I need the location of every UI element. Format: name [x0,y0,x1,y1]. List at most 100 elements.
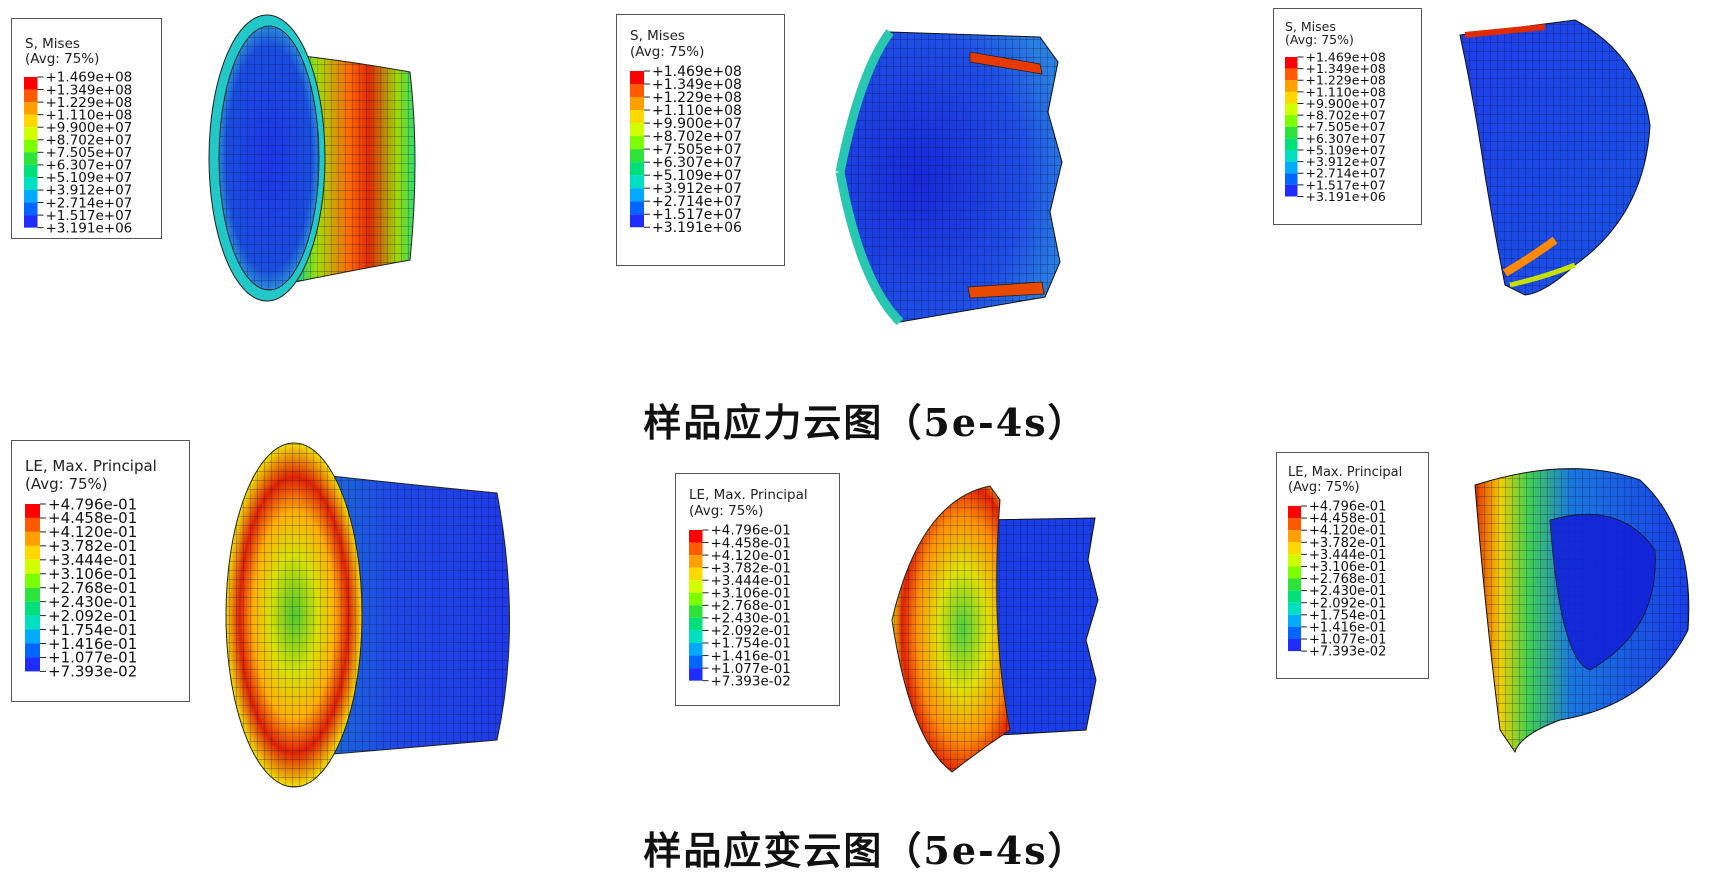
legend-title: S, Mises [1285,19,1336,34]
legend-value-label: +3.912e+07 [1306,154,1386,169]
strain-model-3 [1474,468,1690,754]
legend-color-box [1285,173,1298,185]
legend-value-label: +1.349e+08 [46,82,133,98]
legend-value-label: +5.109e+07 [46,170,133,186]
legend-color-box [689,655,703,669]
legend-value-label: +3.106e-01 [48,565,137,583]
stress-model-2 [835,29,1063,326]
legend-color-box [24,77,38,90]
legend-color-box [24,152,38,165]
legend-color-box [24,102,38,115]
legend-value-label: +3.912e+07 [46,183,133,199]
legend-color-box [1288,638,1301,652]
legend-color-box [25,615,40,630]
legend-scale: +1.469e+08+1.349e+08+1.229e+08+1.110e+08… [24,70,133,236]
legend-color-box [1285,68,1298,81]
legend-value-label: +1.416e-01 [1309,620,1386,635]
legend-value-label: +5.109e+07 [652,168,742,184]
legend-value-label: +4.120e-01 [1309,524,1386,539]
legend-title: LE, Max. Principal [1288,465,1403,480]
legend-value-label: +9.900e+07 [46,120,133,136]
legend-color-box [25,643,40,658]
legend-color-box [24,189,38,203]
legend-value-label: +3.444e-01 [48,551,137,569]
legend-value-label: +7.505e+07 [652,142,742,158]
legend-color-box [25,587,40,602]
legend-color-box [24,164,38,178]
legend-value-label: +2.430e-01 [1309,584,1386,599]
legend-color-box [1285,91,1298,104]
legend-value-label: +1.469e+08 [652,64,742,80]
legend-value-label: +2.092e-01 [711,623,791,639]
legend-color-box [25,573,40,588]
legend-color-box [1285,184,1298,197]
legend-value-label: +1.416e-01 [48,635,137,653]
legend-value-label: +1.754e-01 [711,636,791,652]
legend-color-box [1288,626,1301,639]
strain-legend-3: LE, Max. Principal (Avg: 75%) +4.796e-01… [1276,452,1429,679]
legend-value-label: +2.768e-01 [48,579,137,597]
legend-value-label: +1.517e+07 [652,207,742,223]
legend-value-label: +1.229e+08 [652,90,742,106]
legend-color-box [630,84,644,98]
legend-value-label: +1.754e-01 [48,621,137,639]
legend-color-box [1288,566,1301,579]
legend-color-box [25,601,40,616]
legend-value-label: +7.393e-02 [48,663,137,681]
legend-color-box [689,668,703,681]
legend-color-box [1288,554,1301,567]
legend-color-box [689,592,703,606]
legend-avg: (Avg: 75%) [1288,480,1360,495]
legend-value-label: +7.505e+07 [46,145,133,161]
legend-avg: (Avg: 75%) [630,44,705,60]
legend-value-label: +1.349e+08 [1306,61,1386,76]
legend-color-box [689,580,703,593]
legend-color-box [24,89,38,103]
legend-color-box [689,630,703,643]
legend-color-box [1288,518,1301,531]
legend-scale: +4.796e-01+4.458e-01+4.120e-01+3.782e-01… [689,523,791,689]
legend-value-label: +6.307e+07 [46,158,133,174]
legend-color-box [25,545,40,560]
legend-title: LE, Max. Principal [25,457,157,475]
legend-value-label: +1.229e+08 [1306,73,1386,88]
legend-value-label: +2.092e-01 [48,607,137,625]
legend-color-box [25,531,40,546]
legend-avg: (Avg: 75%) [25,475,108,493]
legend-value-label: +2.092e-01 [1309,596,1386,611]
legend-value-label: +1.416e-01 [711,648,791,664]
legend-color-box [630,188,644,202]
legend-avg: (Avg: 75%) [689,503,764,519]
legend-value-label: +1.110e+08 [1306,84,1386,99]
legend-color-box [689,642,703,656]
legend-color-box [630,149,644,163]
legend-value-label: +4.458e-01 [48,509,137,527]
legend-color-box [1288,578,1301,591]
legend-color-box [24,139,38,153]
legend-value-label: +8.702e+07 [46,133,133,149]
legend-color-box [689,530,703,543]
legend-color-box [630,214,644,228]
legend-color-box [630,136,644,150]
legend-color-box [1285,161,1298,174]
legend-value-label: +2.430e-01 [48,593,137,611]
legend-color-box [24,215,38,228]
legend-color-box [630,162,644,176]
legend-value-label: +1.469e+08 [1306,49,1386,64]
legend-value-label: +4.796e-01 [48,495,137,513]
legend-value-label: +4.796e-01 [711,523,791,539]
legend-color-box [630,110,644,124]
legend-value-label: +1.229e+08 [46,95,133,111]
legend-avg: (Avg: 75%) [25,51,100,67]
legend-value-label: +1.349e+08 [652,77,742,93]
legend-value-label: +3.782e-01 [48,537,137,555]
strain-model-2 [891,485,1099,773]
strain-model-1 [225,442,510,788]
legend-value-label: +4.120e-01 [48,523,137,541]
legend-value-label: +4.120e-01 [711,548,791,564]
legend-color-box [1288,614,1301,627]
stress-caption: 样品应力云图（5e-4s） [643,400,1088,445]
legend-value-label: +2.430e-01 [711,611,791,627]
legend-color-box [24,202,38,216]
legend-color-box [25,504,40,518]
